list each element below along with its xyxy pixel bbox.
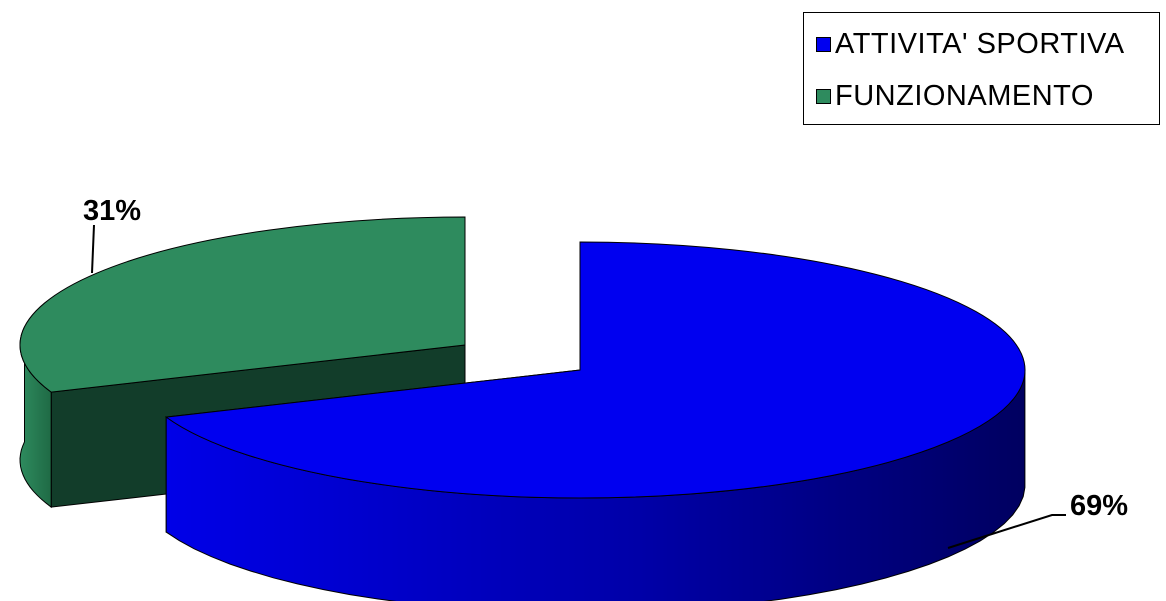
data-label-funzionamento: 31% [83,195,141,227]
data-label-attivita-sportiva: 69% [1070,490,1128,522]
legend-label-funzionamento: FUNZIONAMENTO [835,79,1094,112]
slice-attivita-sportiva [164,241,1026,601]
legend-label-attivita-sportiva: ATTIVITA' SPORTIVA [835,27,1125,60]
leader-line-funzionamento [91,224,95,274]
legend-swatch-attivita-sportiva [816,36,831,52]
legend-item-funzionamento: FUNZIONAMENTO [816,79,1094,113]
leader-line-attivita-sportiva [947,514,1066,549]
slice-top-attivita-sportiva [164,241,1026,499]
chart-legend: ATTIVITA' SPORTIVA FUNZIONAMENTO [803,12,1160,125]
slice-top-funzionamento [19,216,466,393]
legend-item-attivita-sportiva: ATTIVITA' SPORTIVA [816,27,1125,61]
legend-swatch-funzionamento [816,88,831,104]
